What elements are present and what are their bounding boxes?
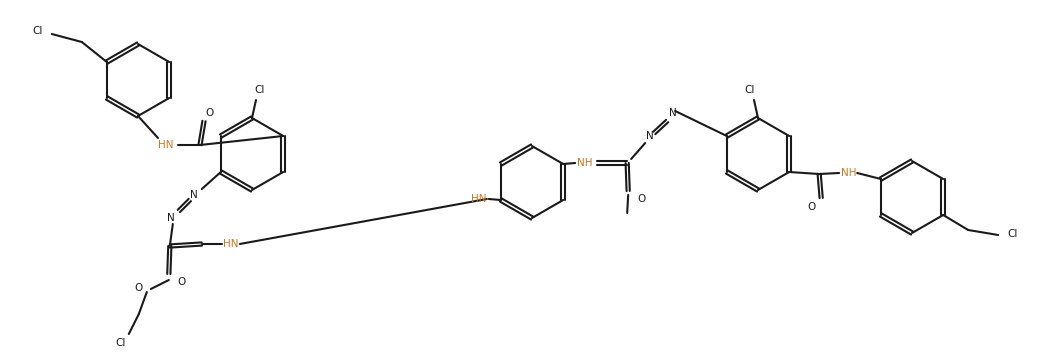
Text: HN: HN — [159, 140, 173, 150]
Text: Cl: Cl — [33, 26, 43, 36]
Text: O: O — [637, 194, 645, 204]
Text: Cl: Cl — [254, 85, 265, 95]
Text: N: N — [669, 108, 677, 118]
Text: O: O — [178, 277, 186, 287]
Text: O: O — [135, 283, 143, 293]
Text: N: N — [190, 190, 198, 200]
Text: N: N — [646, 131, 654, 141]
Text: N: N — [167, 213, 174, 223]
Text: HN: HN — [471, 194, 486, 204]
Text: HN: HN — [223, 239, 238, 249]
Text: Cl: Cl — [1007, 229, 1017, 239]
Text: O: O — [205, 108, 213, 118]
Text: O: O — [808, 202, 815, 212]
Text: Cl: Cl — [745, 85, 755, 95]
Text: NH: NH — [578, 158, 593, 168]
Text: Cl: Cl — [116, 338, 126, 348]
Text: NH: NH — [842, 168, 857, 178]
